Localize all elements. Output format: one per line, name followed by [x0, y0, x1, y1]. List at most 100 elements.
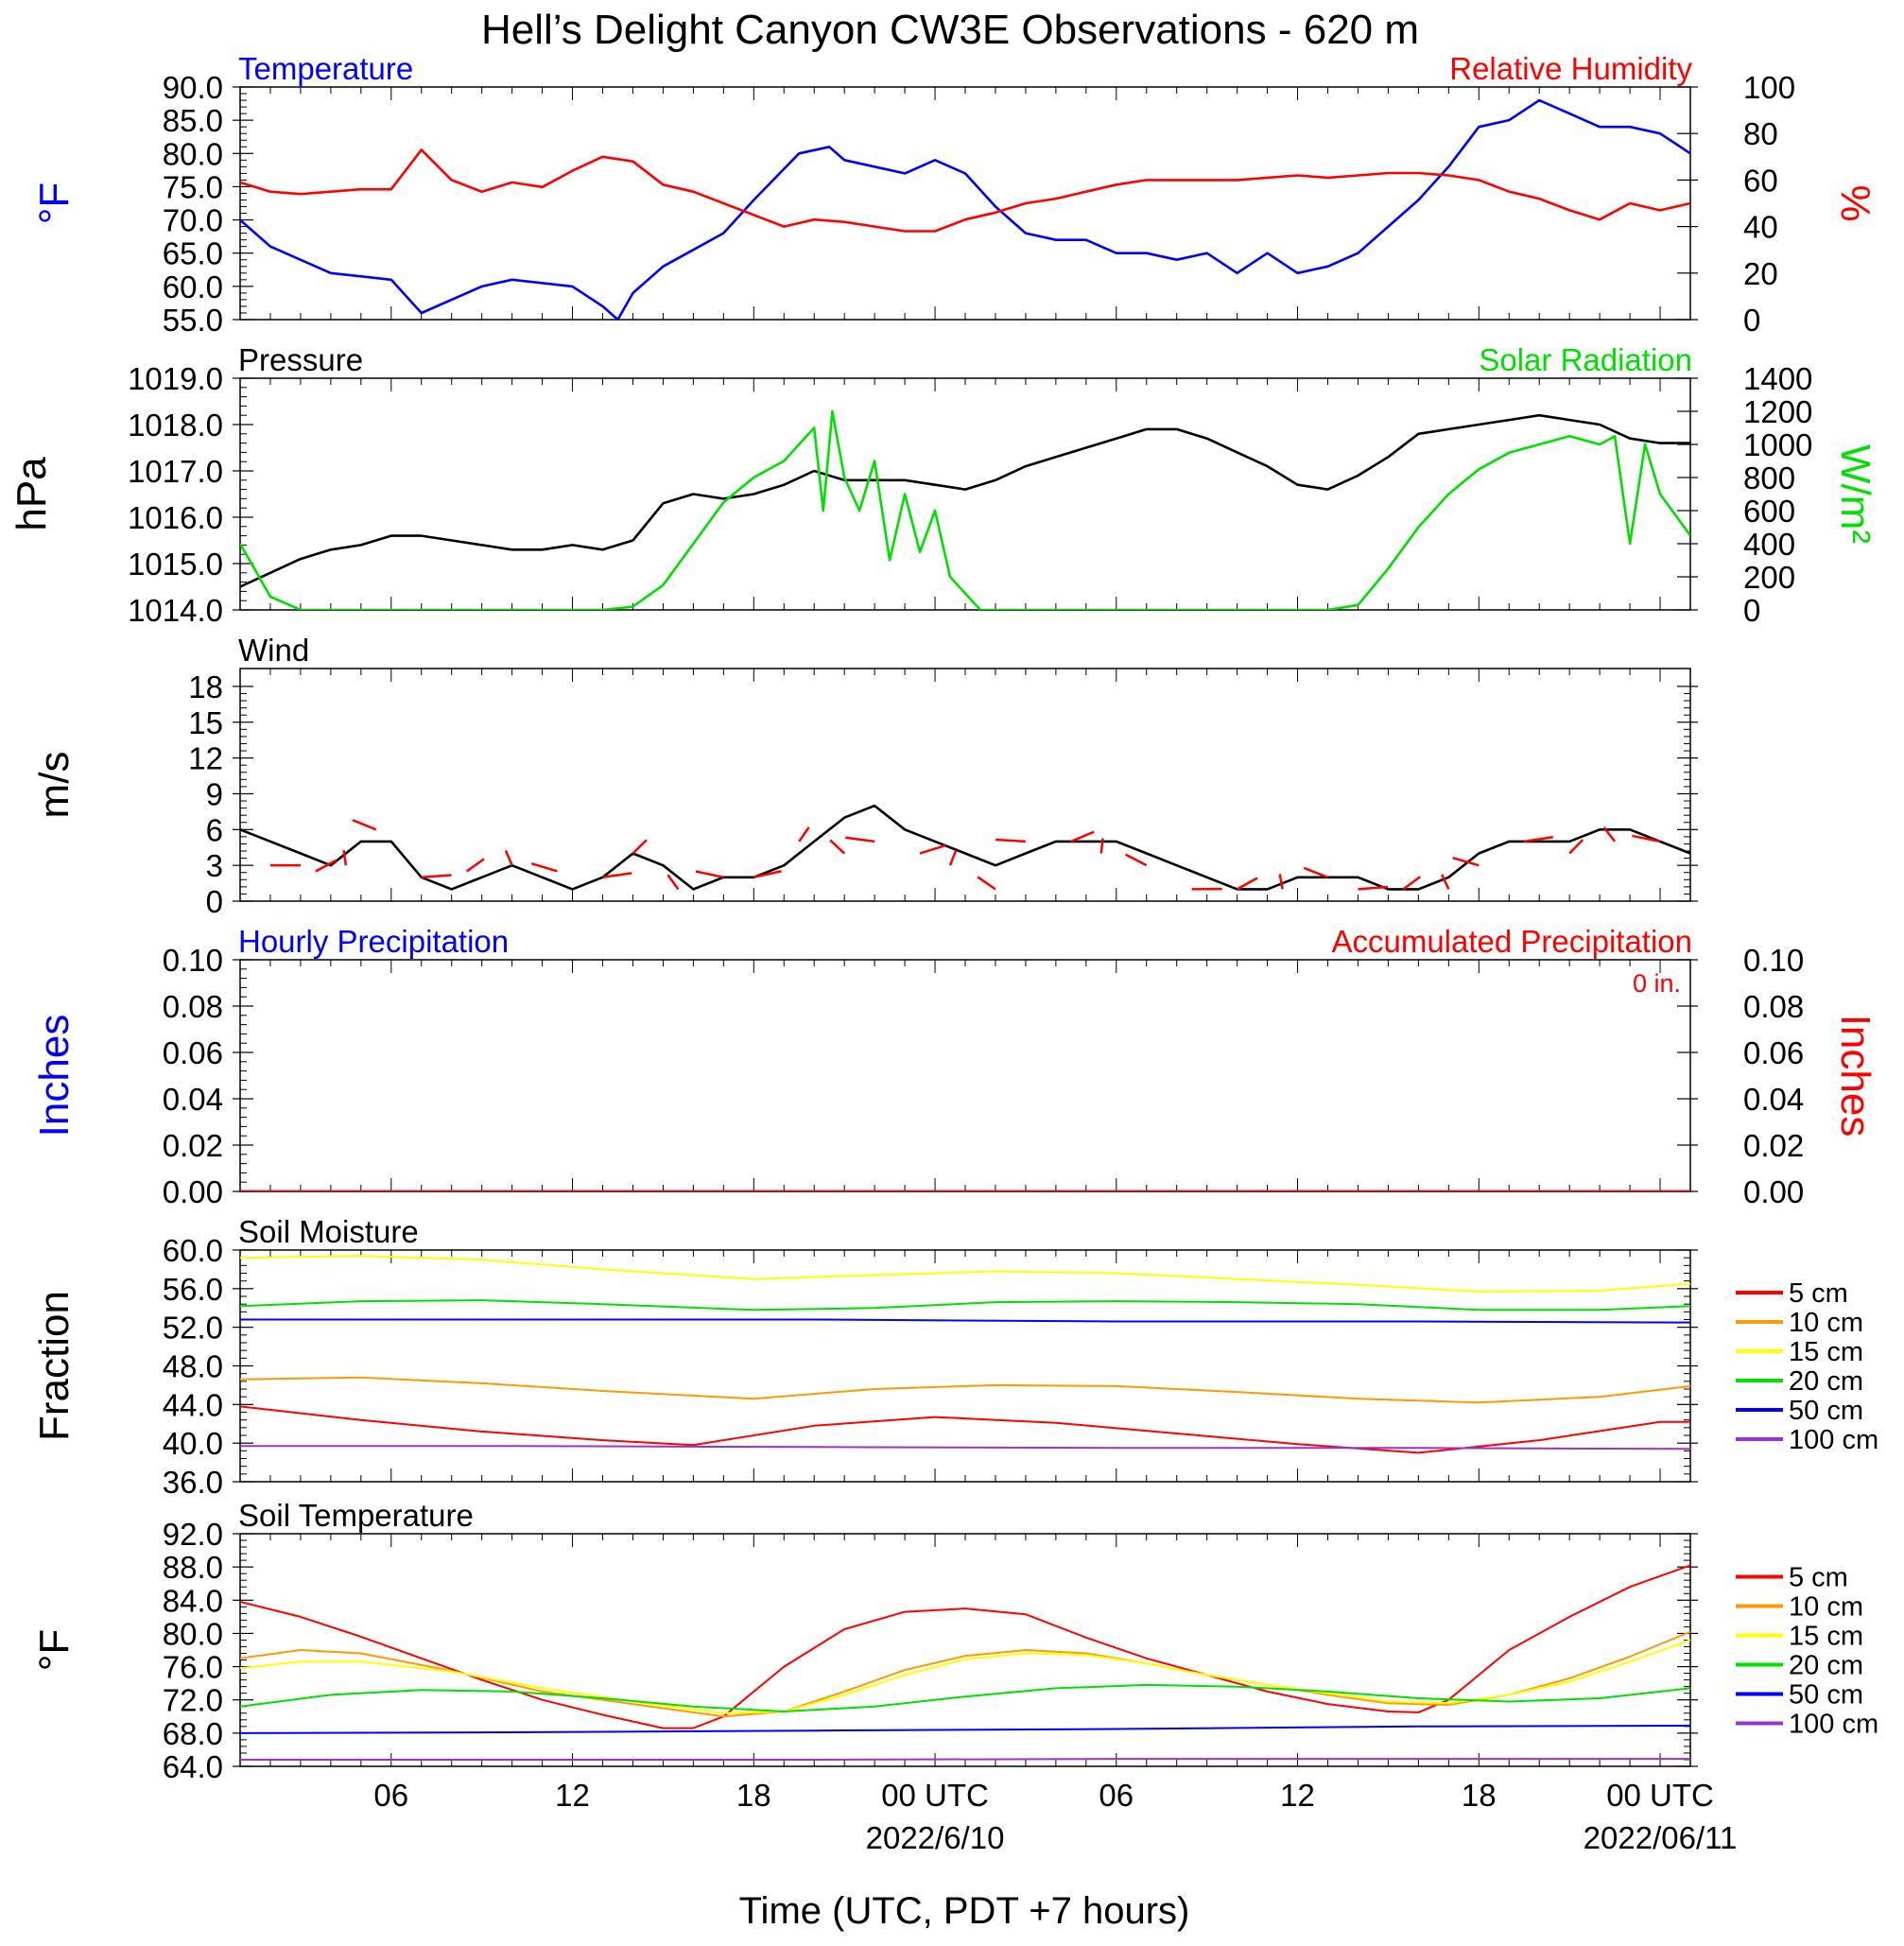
- y-tick-label-left: 84.0: [163, 1583, 223, 1618]
- y-axis-label-left: °F: [31, 1629, 78, 1671]
- wind-barb: [1452, 856, 1480, 867]
- y-tick-label-left: 1015.0: [128, 547, 223, 582]
- wind-barb: [465, 858, 485, 873]
- y-tick-label-left: 72.0: [163, 1683, 223, 1718]
- x-tick-label: 18: [1462, 1778, 1497, 1813]
- wind-barb: [753, 870, 782, 878]
- x-tick-label: 12: [1280, 1778, 1315, 1813]
- y-tick-label-left: 80.0: [163, 1616, 223, 1651]
- x-tick-date-label: 2022/06/11: [1584, 1820, 1738, 1855]
- y-tick-label-left: 0.06: [163, 1035, 223, 1070]
- wind-barb: [1441, 874, 1450, 890]
- wind-barb: [845, 836, 875, 843]
- series-line-15-cm: [240, 1639, 1690, 1714]
- wind-barb: [352, 819, 377, 831]
- panel-title-right: Accumulated Precipitation: [1331, 924, 1692, 959]
- series-line-20-cm: [240, 1299, 1690, 1312]
- y-tick-label-left: 1014.0: [128, 593, 223, 628]
- x-tick-label: 18: [736, 1778, 771, 1813]
- panel-title-right: Solar Radiation: [1479, 342, 1692, 377]
- series-line-pressure: [240, 413, 1690, 588]
- wind-barb: [829, 839, 846, 855]
- y-tick-label-right: 0.06: [1743, 1035, 1804, 1070]
- y-tick-label-left: 0.04: [163, 1082, 223, 1117]
- y-tick-label-left: 0.08: [163, 989, 223, 1024]
- series-line-5-cm: [240, 1564, 1690, 1729]
- y-tick-label-left: 56.0: [163, 1272, 223, 1307]
- y-tick-label-left: 1018.0: [128, 408, 223, 443]
- legend-label: 10 cm: [1789, 1308, 1863, 1338]
- series-line-100-cm: [240, 1445, 1690, 1451]
- plot-frame: [239, 1533, 1691, 1767]
- y-tick-label-right: 0.08: [1743, 989, 1804, 1024]
- panel-precip: 0.00 0.02 0.04 0.06 0.08 0.10 0.00 0.02 0.04 0.06…: [31, 924, 1878, 1209]
- series-line-10-cm: [240, 1376, 1690, 1404]
- y-axis-label-left: Inches: [31, 1015, 78, 1138]
- series-line-15-cm: [240, 1255, 1690, 1293]
- legend-label: 20 cm: [1789, 1651, 1863, 1681]
- wind-barb: [666, 874, 680, 891]
- wind-barb: [1632, 834, 1661, 843]
- y-tick-label-left: 90.0: [163, 70, 223, 105]
- y-tick-label-left: 65.0: [163, 236, 223, 271]
- y-tick-label-right: 100: [1743, 70, 1795, 105]
- y-tick-label-left: 80.0: [163, 136, 223, 171]
- wind-barb: [1099, 838, 1104, 854]
- y-tick-label-right: 0: [1743, 593, 1760, 628]
- panel-title-left: Pressure: [238, 342, 363, 377]
- panel-title-left: Wind: [238, 633, 309, 668]
- legend-label: 50 cm: [1789, 1396, 1863, 1426]
- wind-barb: [342, 850, 348, 866]
- wind-barb: [1602, 826, 1617, 843]
- y-tick-label-left: 92.0: [163, 1517, 223, 1552]
- wind-barb: [798, 826, 810, 843]
- x-tick-label: 12: [555, 1778, 590, 1813]
- y-tick-label-left: 6: [206, 812, 223, 847]
- y-tick-label-left: 48.0: [163, 1349, 223, 1384]
- wind-barb: [1402, 876, 1422, 891]
- panel-pressure_solar: 1014.0 1015.0 1016.0 1017.0 1018.0 1019.0 0200…: [9, 342, 1878, 628]
- legend-label: 5 cm: [1789, 1278, 1848, 1309]
- series-line-10-cm: [240, 1630, 1690, 1718]
- y-tick-label-left: 0.00: [163, 1174, 223, 1209]
- y-tick-label-left: 44.0: [163, 1387, 223, 1422]
- panel-title-left: Soil Moisture: [238, 1214, 419, 1249]
- y-axis-label-right: Inches: [1832, 1015, 1878, 1138]
- series-line-solar-radiation: [240, 409, 1690, 610]
- legend-label: 20 cm: [1789, 1366, 1863, 1397]
- y-tick-label-right: 1400: [1743, 361, 1812, 396]
- wind-barb: [421, 874, 452, 879]
- y-axis-label-left: m/s: [31, 752, 78, 819]
- y-tick-label-left: 1019.0: [128, 361, 223, 396]
- wind-barb: [1124, 853, 1148, 867]
- y-tick-label-left: 0: [206, 884, 223, 919]
- wind-barb: [1070, 830, 1095, 843]
- y-tick-label-left: 75.0: [163, 169, 223, 204]
- y-tick-label-left: 55.0: [163, 303, 223, 338]
- wind-barb: [977, 876, 996, 891]
- series-group: [240, 1564, 1690, 1761]
- y-tick-label-right: 400: [1743, 527, 1795, 562]
- y-tick-label-right: 0.00: [1743, 1174, 1804, 1209]
- wind-barb: [504, 850, 513, 866]
- wind-barb: [1568, 839, 1584, 855]
- series-line-relative-humidity: [240, 148, 1690, 233]
- y-tick-label-left: 9: [206, 776, 223, 811]
- x-tick-label: 00 UTC: [1606, 1778, 1714, 1813]
- panels: 55.060.065.070.075.080.085.090.002040608…: [9, 51, 1878, 1784]
- y-tick-label-right: 0.04: [1743, 1082, 1804, 1117]
- panel-soil_temp: 64.068.072.076.080.084.088.092.0 Soil Tem…: [31, 1498, 1878, 1784]
- y-tick-label-right: 40: [1743, 210, 1778, 245]
- y-tick-label-left: 64.0: [163, 1749, 223, 1784]
- wind-barb: [602, 872, 632, 879]
- wind-barb: [1358, 885, 1389, 891]
- y-tick-label-right: 200: [1743, 560, 1795, 595]
- wind-barb: [1237, 877, 1258, 891]
- legend-label: 50 cm: [1789, 1680, 1863, 1711]
- y-tick-label-left: 70.0: [163, 203, 223, 238]
- y-axis-label-right: W/m²: [1832, 444, 1878, 544]
- panel-title-right: Relative Humidity: [1449, 51, 1692, 86]
